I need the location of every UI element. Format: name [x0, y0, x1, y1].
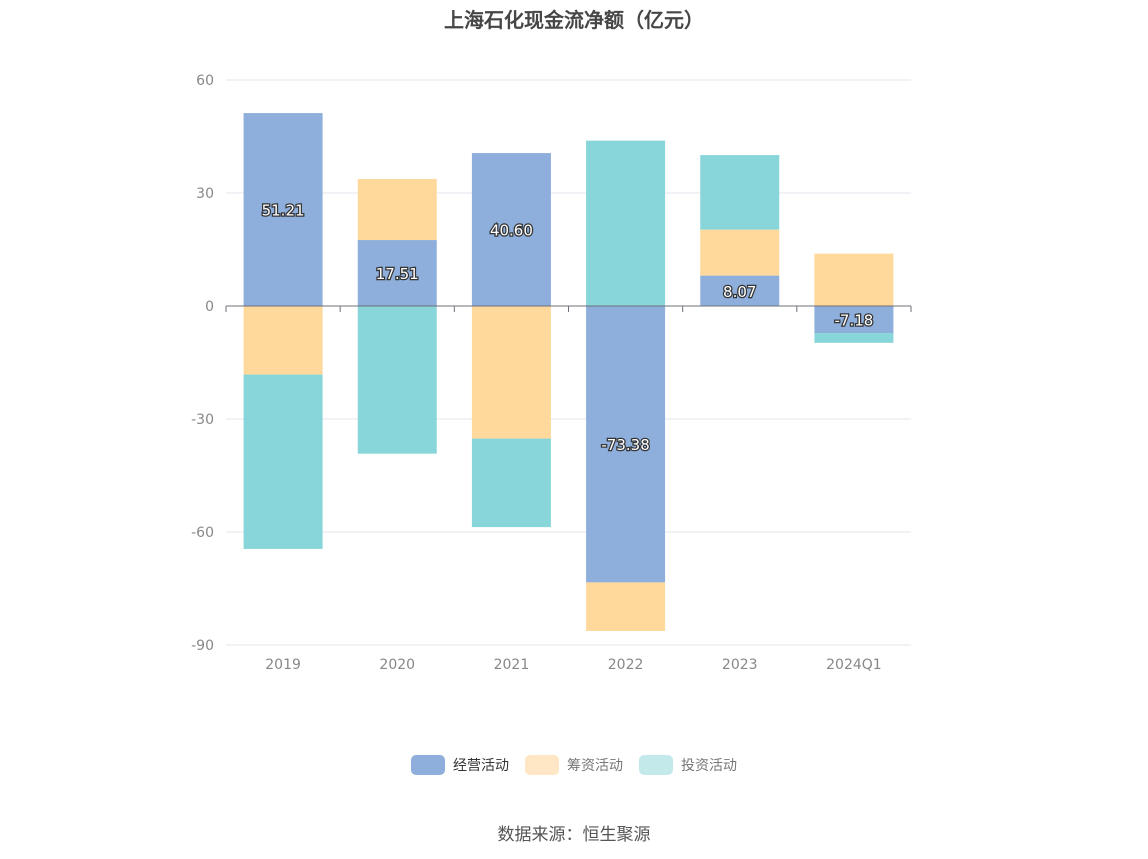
- legend-item-investing[interactable]: 投资活动: [639, 755, 737, 775]
- x-tick-label: 2024Q1: [826, 657, 882, 673]
- legend-item-operating[interactable]: 经营活动: [411, 755, 509, 775]
- bar-series-0-2020[interactable]: [357, 240, 437, 306]
- legend-label-financing: 筹资活动: [567, 758, 623, 774]
- chart-title: 上海石化现金流净额（亿元）: [444, 8, 704, 32]
- bar-series-0-2021[interactable]: [471, 153, 551, 306]
- y-tick-label: -30: [191, 412, 214, 428]
- legend-item-financing[interactable]: 筹资活动: [525, 755, 623, 775]
- bar-series-0-2024Q1[interactable]: [814, 306, 894, 334]
- bar-series-0-2019[interactable]: [243, 113, 323, 306]
- bar-value-label: 40.60: [490, 222, 533, 240]
- bar-series-2-2019[interactable]: [243, 374, 323, 549]
- chart-plot: 60 30 0 -30 -60 -90 2019 2020 2021 2022 2023 2024Q1…: [191, 73, 912, 673]
- y-tick-label: 60: [196, 73, 214, 89]
- data-source: 数据来源：恒生聚源: [497, 825, 651, 845]
- bar-series-2-2021[interactable]: [471, 438, 551, 528]
- bar-series-2-2022[interactable]: [586, 140, 666, 306]
- legend: 经营活动 筹资活动 投资活动: [0, 755, 1148, 775]
- x-tick-label: 2020: [379, 657, 415, 673]
- bar-series-1-2019[interactable]: [243, 306, 323, 375]
- bar-value-label: -73.38: [601, 436, 649, 454]
- label-layer: 51.21 17.51 40.60 -73.38 8.07 -7.18: [260, 200, 874, 455]
- x-tick-label: 2023: [722, 657, 758, 673]
- legend-label-operating: 经营活动: [453, 758, 509, 774]
- axis-layer: 60 30 0 -30 -60 -90 2019 2020 2021 2022 2023 2024Q1: [191, 73, 912, 673]
- bar-series-1-2023[interactable]: [700, 229, 780, 276]
- grid-layer: [226, 79, 911, 646]
- bar-series-2-2024Q1[interactable]: [814, 333, 894, 343]
- bar-series-1-2022[interactable]: [586, 582, 666, 631]
- legend-swatch-financing: [525, 755, 559, 775]
- bar-layer: [243, 113, 894, 631]
- legend-swatch-investing: [639, 755, 673, 775]
- x-tick-label: 2021: [494, 657, 530, 673]
- legend-swatch-operating: [411, 755, 445, 775]
- x-tick-label: 2022: [608, 657, 644, 673]
- bar-value-label: 17.51: [376, 265, 419, 283]
- y-tick-label: -60: [191, 525, 214, 541]
- bar-series-1-2024Q1[interactable]: [814, 253, 894, 306]
- bar-series-1-2020[interactable]: [357, 179, 437, 241]
- x-tick-label: 2019: [265, 657, 301, 673]
- bar-series-2-2023[interactable]: [700, 155, 780, 230]
- y-tick-label: 0: [205, 299, 214, 315]
- bar-value-label: 51.21: [262, 202, 305, 220]
- bar-series-0-2022[interactable]: [586, 306, 666, 583]
- bar-value-label: -7.18: [835, 312, 874, 330]
- bar-series-0-2023[interactable]: [700, 275, 780, 306]
- bar-series-1-2021[interactable]: [471, 306, 551, 439]
- legend-label-investing: 投资活动: [681, 758, 737, 774]
- bar-value-label: 8.07: [723, 283, 756, 301]
- y-tick-label: 30: [196, 186, 214, 202]
- y-tick-label: -90: [191, 638, 214, 654]
- bar-series-2-2020[interactable]: [357, 306, 437, 454]
